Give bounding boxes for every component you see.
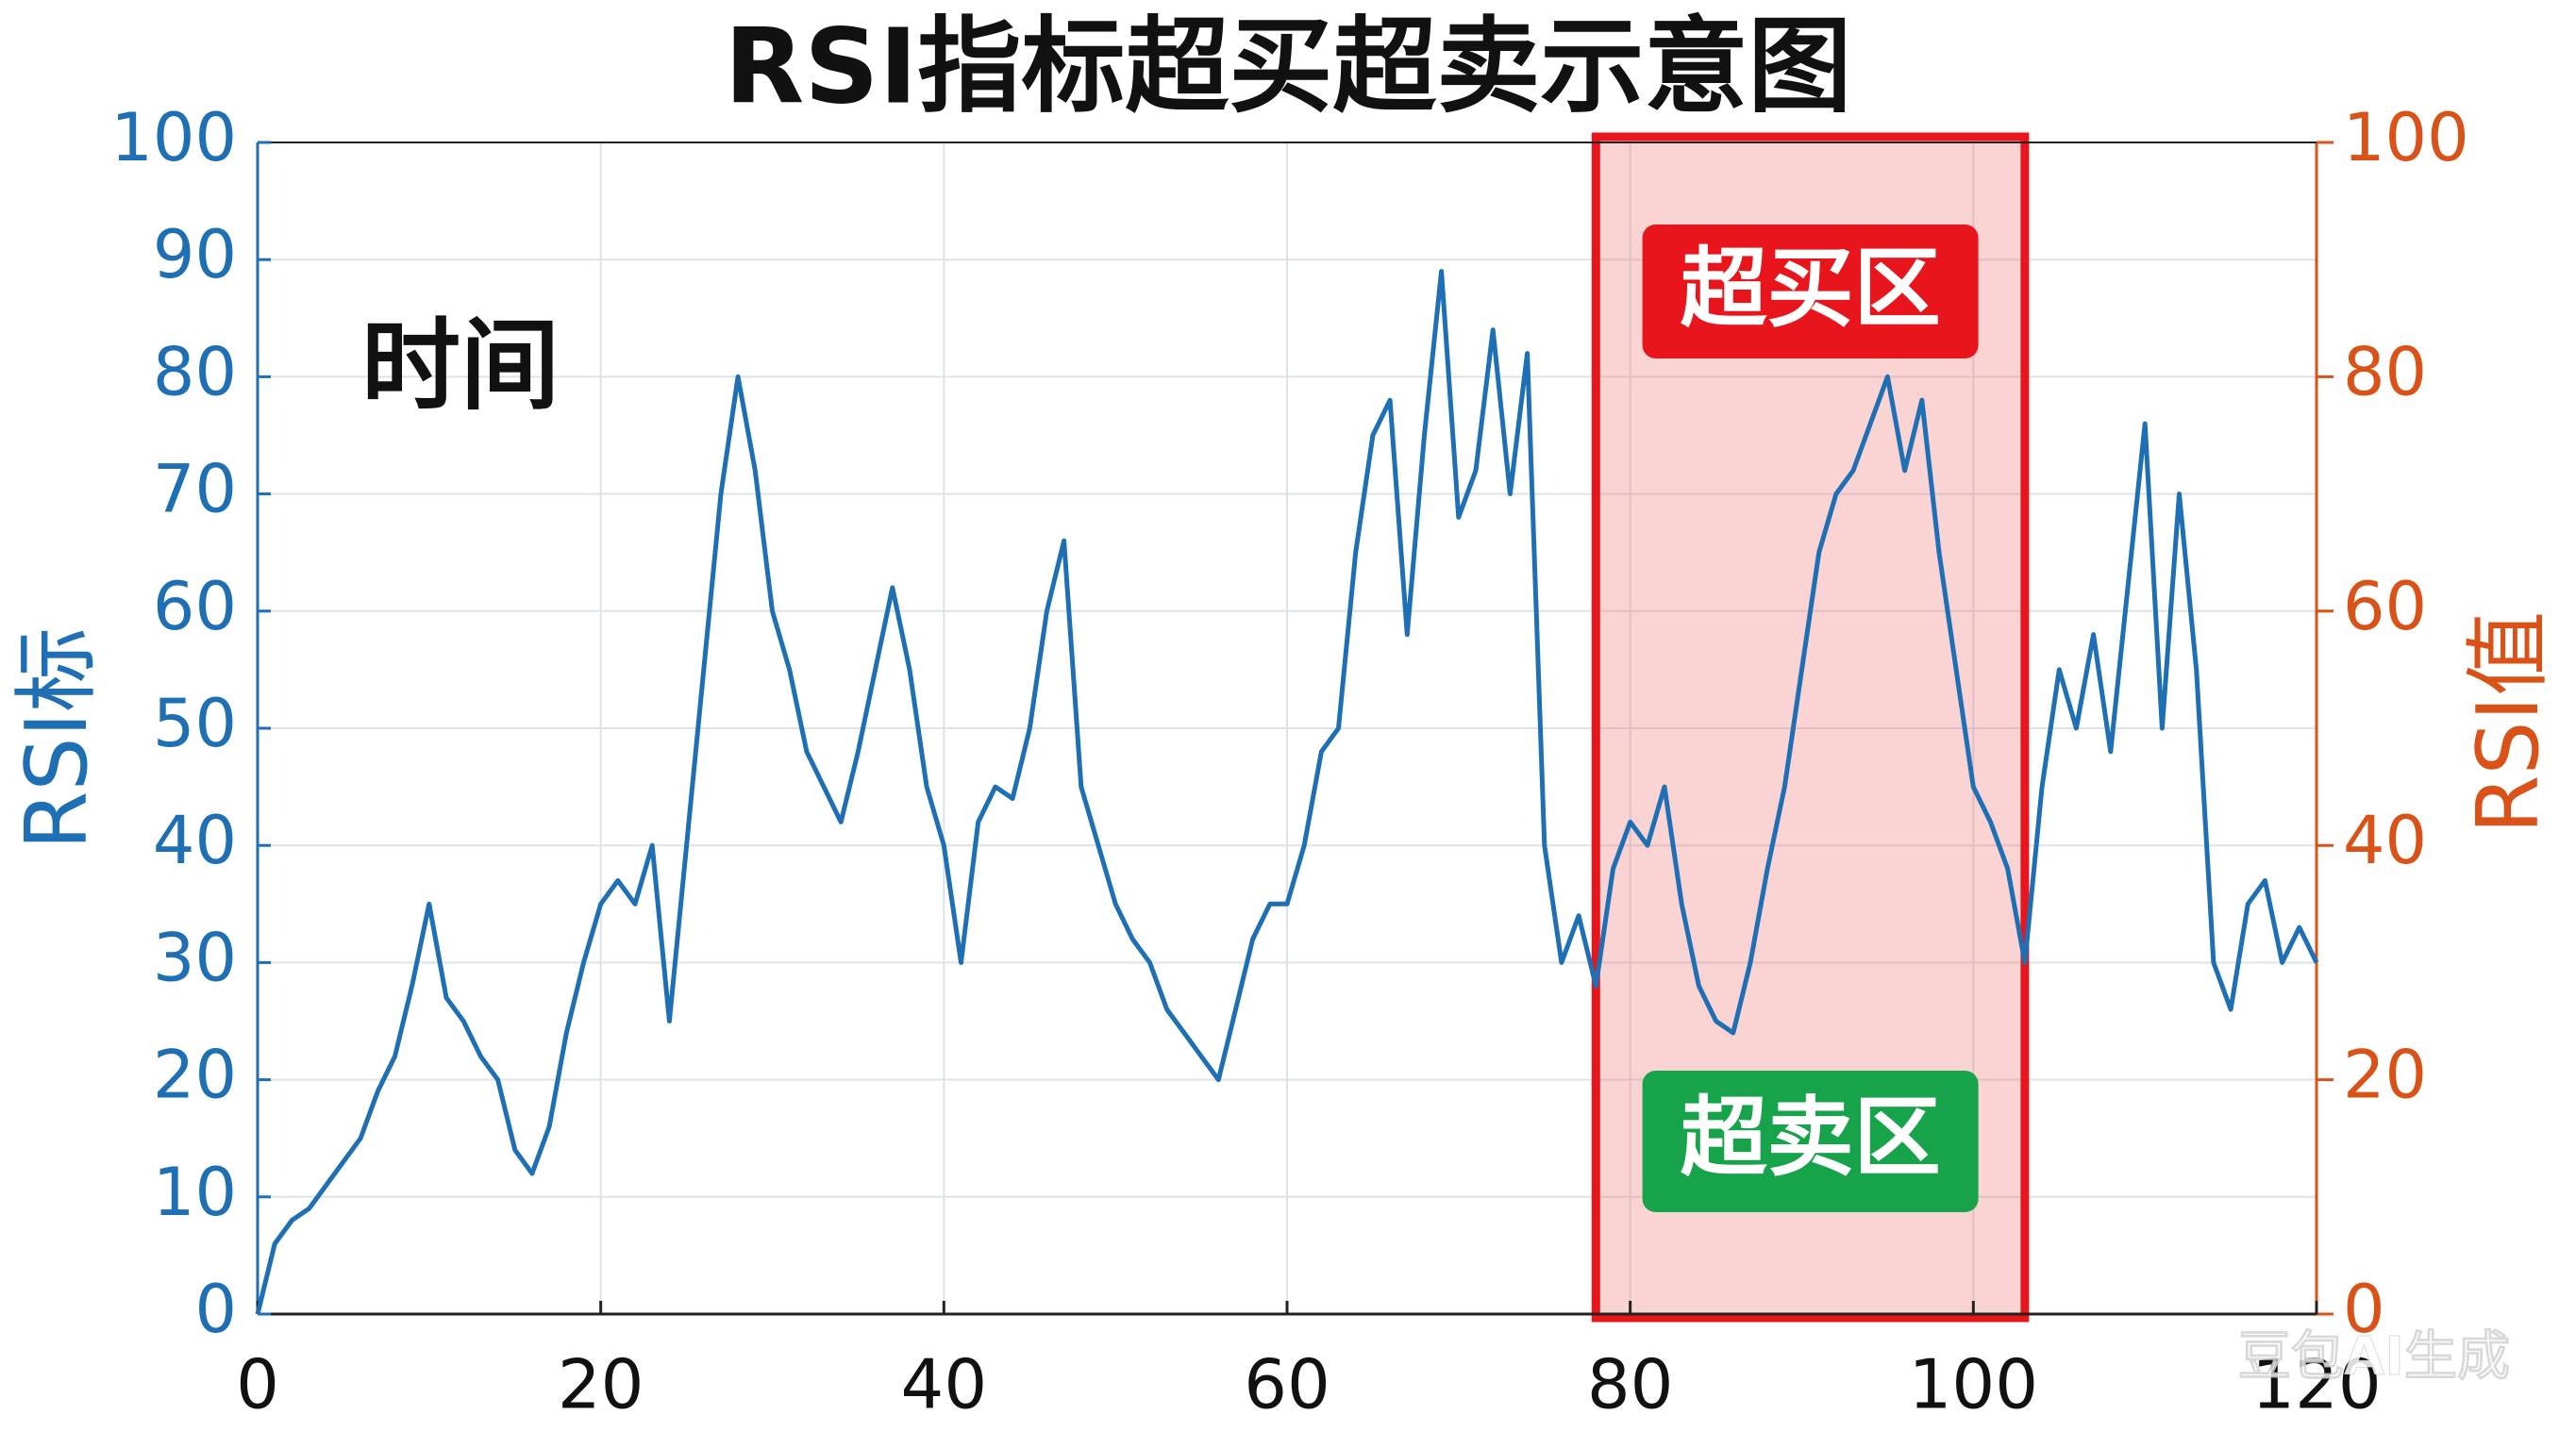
y-tick-label: 10 bbox=[153, 1154, 237, 1231]
y-tick-label: 80 bbox=[153, 333, 237, 410]
y2-tick-label: 40 bbox=[2343, 802, 2427, 879]
y2-axis-label: RSI值 bbox=[2459, 611, 2558, 834]
y2-tick-label: 0 bbox=[2343, 1271, 2385, 1348]
x-tick-label: 0 bbox=[236, 1345, 279, 1424]
x-tick-label: 120 bbox=[2251, 1345, 2381, 1424]
line bbox=[255, 269, 2319, 1315]
overbought-box bbox=[1642, 225, 1979, 358]
y2-tick-label: 100 bbox=[2343, 99, 2469, 176]
y2-tick-label: 20 bbox=[2343, 1037, 2427, 1114]
y2-tick-label: 60 bbox=[2343, 568, 2427, 645]
y-tick-label: 40 bbox=[153, 802, 237, 879]
y-tick-label: 0 bbox=[194, 1271, 237, 1348]
annotation: 时间 bbox=[361, 308, 560, 424]
y-tick-label: 70 bbox=[153, 451, 237, 528]
y-tick-label: 30 bbox=[153, 919, 237, 996]
chart-title: RSI指标超买超卖示意图 bbox=[725, 6, 1852, 126]
y-tick-label: 90 bbox=[153, 216, 237, 293]
watermark: 豆包AI生成 bbox=[2238, 1326, 2510, 1388]
y-tick-label: 50 bbox=[153, 685, 237, 762]
x-tick-label: 80 bbox=[1587, 1345, 1674, 1424]
y-axis-label: RSI标 bbox=[8, 627, 107, 850]
overbought-label: 超买区 bbox=[1681, 238, 1941, 339]
x-tick-label: 100 bbox=[1909, 1345, 2038, 1424]
y-tick-label: 100 bbox=[110, 99, 237, 176]
x-tick-label: 20 bbox=[558, 1345, 644, 1424]
oversold-box bbox=[1642, 1071, 1979, 1212]
y2-tick-label: 80 bbox=[2343, 333, 2427, 410]
y-tick-label: 20 bbox=[153, 1037, 237, 1114]
oversold-label: 超卖区 bbox=[1681, 1087, 1941, 1188]
y-tick-label: 60 bbox=[153, 568, 237, 645]
x-tick-label: 60 bbox=[1244, 1345, 1330, 1424]
x-tick-label: 40 bbox=[901, 1345, 988, 1424]
